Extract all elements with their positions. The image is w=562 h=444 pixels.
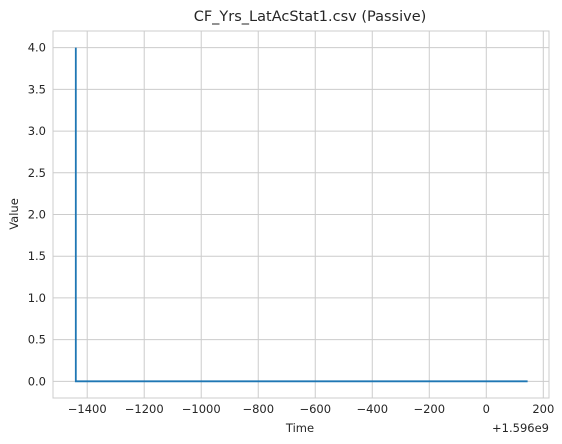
y-tick-label: 4.0 <box>28 41 46 55</box>
x-tick-label: 200 <box>532 402 554 416</box>
y-tick-label: 2.5 <box>28 166 46 180</box>
x-tick-label: −1400 <box>68 402 107 416</box>
x-axis-label: Time <box>285 421 314 435</box>
x-tick-label: −400 <box>356 402 388 416</box>
y-tick-label: 1.5 <box>28 249 46 263</box>
y-tick-label: 3.5 <box>28 82 46 96</box>
tick-labels: −1400 −1200 −1000 −800 −600 −400 −200 0 200 0.0 0.… <box>28 41 555 416</box>
series-layer <box>74 47 528 383</box>
y-axis-label: Value <box>7 198 21 230</box>
y-tick-label: 0.0 <box>28 374 46 388</box>
x-axis-offset-label: +1.596e9 <box>492 421 549 435</box>
x-tick-label: −1000 <box>182 402 221 416</box>
x-tick-label: −200 <box>413 402 445 416</box>
x-tick-label: 0 <box>483 402 490 416</box>
x-tick-label: −600 <box>299 402 331 416</box>
x-tick-label: −800 <box>242 402 274 416</box>
series-line <box>74 47 528 383</box>
y-tick-label: 0.5 <box>28 333 46 347</box>
x-tick-label: −1200 <box>125 402 164 416</box>
chart-title: CF_Yrs_LatAcStat1.csv (Passive) <box>194 9 427 25</box>
y-tick-label: 3.0 <box>28 124 46 138</box>
y-tick-label: 2.0 <box>28 208 46 222</box>
y-tick-label: 1.0 <box>28 291 46 305</box>
